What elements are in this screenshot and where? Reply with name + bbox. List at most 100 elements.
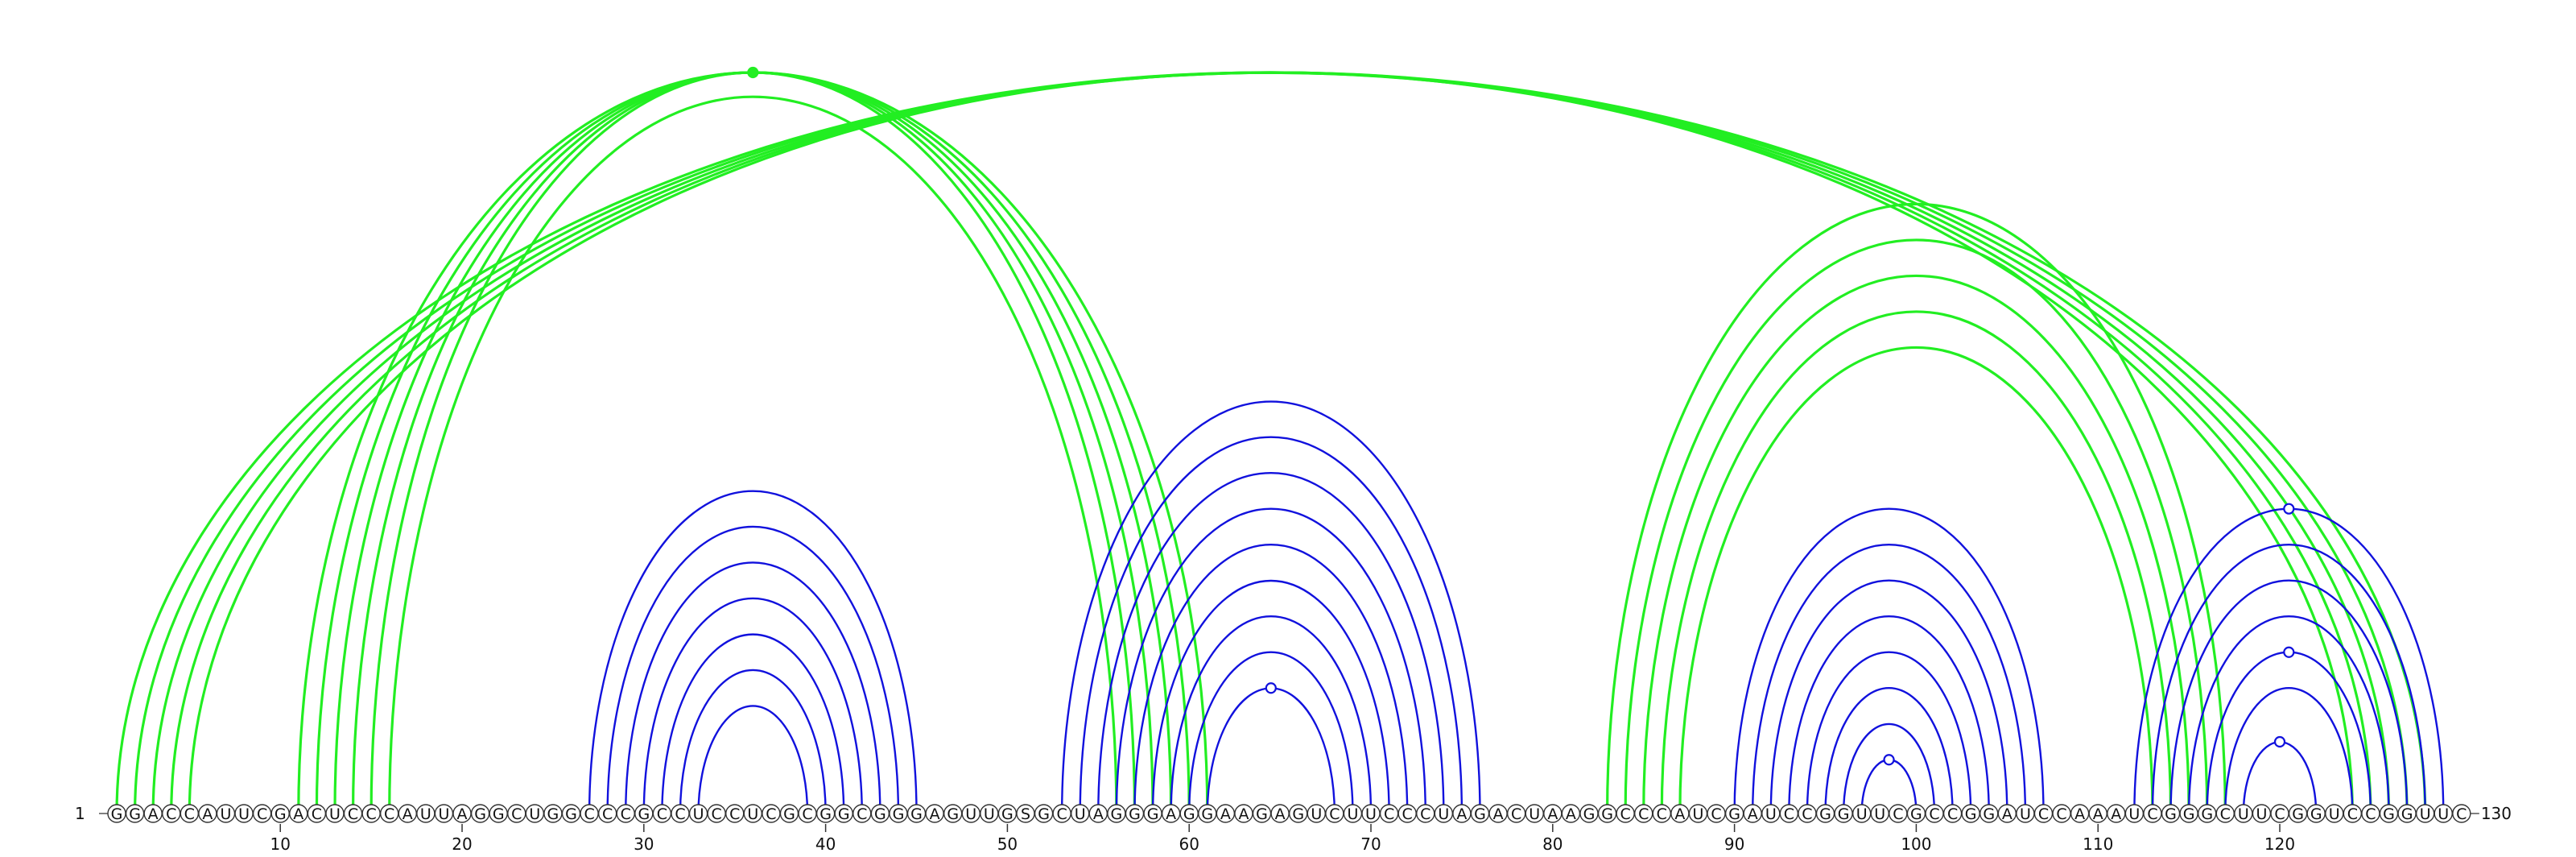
base-pair-arc xyxy=(1660,310,2173,814)
nucleotide-letter: C xyxy=(1947,805,1958,823)
nucleotide-letter: G xyxy=(474,805,486,823)
nucleotide: G xyxy=(2161,804,2181,823)
nucleotide: C xyxy=(1634,804,1653,823)
nucleotide: G xyxy=(561,804,581,823)
nucleotide: U xyxy=(525,804,545,823)
sequence-end-label: 130 xyxy=(2481,804,2512,823)
nucleotide: C xyxy=(1416,804,1435,823)
nucleotide: C xyxy=(707,804,726,823)
nucleotide-letter: A xyxy=(2002,805,2013,823)
nucleotide: A xyxy=(1452,804,1472,823)
nucleotide-letter: G xyxy=(1147,805,1159,823)
nucleotide: G xyxy=(1834,804,1853,823)
axis-tick-label: 60 xyxy=(1179,834,1199,854)
nucleotide: G xyxy=(2379,804,2399,823)
nucleotide: S xyxy=(1016,804,1035,823)
nucleotide-letter: U xyxy=(1856,805,1868,823)
axis-tick-label: 120 xyxy=(2264,834,2295,854)
nucleotide-letter: C xyxy=(2365,805,2376,823)
nucleotide: G xyxy=(1034,804,1054,823)
base-pair-arc xyxy=(170,71,2372,814)
nucleotide-letter: G xyxy=(1129,805,1141,823)
base-pair-arc xyxy=(151,71,2391,814)
pair-marker xyxy=(2273,735,2286,748)
base-pair-arc xyxy=(369,71,1137,814)
nucleotide-letter: U xyxy=(1365,805,1377,823)
nucleotide-letter: A xyxy=(2074,805,2085,823)
nucleotide: A xyxy=(925,804,944,823)
nucleotide-letter: A xyxy=(202,805,213,823)
nucleotide: A xyxy=(289,804,308,823)
nucleotide: A xyxy=(1670,804,1690,823)
nucleotide-letter: C xyxy=(1384,805,1394,823)
nucleotide-letter: C xyxy=(584,805,594,823)
nucleotide-letter: C xyxy=(384,805,394,823)
nucleotide: G xyxy=(1815,804,1835,823)
base-pair-arc xyxy=(115,71,2427,814)
nucleotide-letter: A xyxy=(1220,805,1231,823)
nucleotide-letter: U xyxy=(238,805,250,823)
nucleotide: A xyxy=(398,804,417,823)
nucleotide-letter: G xyxy=(2183,805,2195,823)
nucleotide: A xyxy=(143,804,163,823)
nucleotide: A xyxy=(198,804,217,823)
nucleotide-letter: G xyxy=(565,805,577,823)
nucleotide: A xyxy=(452,804,472,823)
nucleotide-letter: G xyxy=(1583,805,1596,823)
position-axis: 10 20 30 40 50 60 70 80 90 100 110 120 xyxy=(270,824,2295,854)
nucleotide: C xyxy=(725,804,745,823)
base-pair-arc xyxy=(351,71,1154,814)
base-pair-arc xyxy=(333,71,1173,814)
nucleotide-letter: C xyxy=(1420,805,1430,823)
nucleotide-letter: G xyxy=(1983,805,1995,823)
base-pair-arc xyxy=(2133,507,2445,814)
nucleotide: C xyxy=(252,804,272,823)
base-pair-arc xyxy=(1752,544,2027,814)
nucleotide-letter: G xyxy=(2383,805,2395,823)
nucleotide: G xyxy=(107,804,126,823)
nucleotide-letter: C xyxy=(312,805,322,823)
nucleotide-letter: G xyxy=(547,805,559,823)
nucleotide: A xyxy=(1743,804,1762,823)
nucleotide: C xyxy=(1616,804,1635,823)
nucleotide: C xyxy=(2143,804,2162,823)
nucleotide: C xyxy=(798,804,817,823)
nucleotide: G xyxy=(889,804,908,823)
nucleotide-letter: C xyxy=(675,805,685,823)
base-pair-arc xyxy=(1097,472,1445,814)
nucleotide-letter: G xyxy=(1292,805,1304,823)
sequence-start-label: 1 xyxy=(75,804,85,823)
nucleotide: U xyxy=(2434,804,2453,823)
nucleotide-letter: U xyxy=(1347,805,1358,823)
nucleotide: C xyxy=(162,804,181,823)
nucleotide: U xyxy=(234,804,254,823)
nucleotide: C xyxy=(652,804,672,823)
nucleotide: U xyxy=(1761,804,1781,823)
nucleotide: C xyxy=(380,804,399,823)
base-pair-arc xyxy=(1133,544,1409,814)
nucleotide-letter: G xyxy=(1728,805,1740,823)
nucleotide: C xyxy=(762,804,781,823)
nucleotide-letter: G xyxy=(1183,805,1195,823)
nucleotide-letter: U xyxy=(1529,805,1540,823)
nucleotide-letter: C xyxy=(602,805,613,823)
base-pair-arcs xyxy=(115,71,2445,814)
axis-tick-label: 100 xyxy=(1901,834,1931,854)
nucleotide-letter: U xyxy=(329,805,341,823)
nucleotide-letter: U xyxy=(2020,805,2031,823)
base-pair-arc xyxy=(188,71,2354,814)
nucleotide-circle xyxy=(2452,804,2471,823)
nucleotide-letter: A xyxy=(1547,805,1558,823)
base-pair-arc xyxy=(697,705,809,814)
nucleotide-letter: G xyxy=(783,805,795,823)
nucleotide: U xyxy=(2124,804,2145,823)
nucleotide: A xyxy=(1216,804,1236,823)
nucleotide: C xyxy=(1652,804,1672,823)
axis-tick-label: 40 xyxy=(815,834,836,854)
nucleotide-letter: C xyxy=(802,805,812,823)
nucleotide: G xyxy=(1979,804,1999,823)
nucleotide: U xyxy=(1688,804,1708,823)
nucleotide-letter: C xyxy=(2456,805,2467,823)
nucleotide: G xyxy=(2306,804,2326,823)
base-pair-arc xyxy=(1806,651,1972,814)
